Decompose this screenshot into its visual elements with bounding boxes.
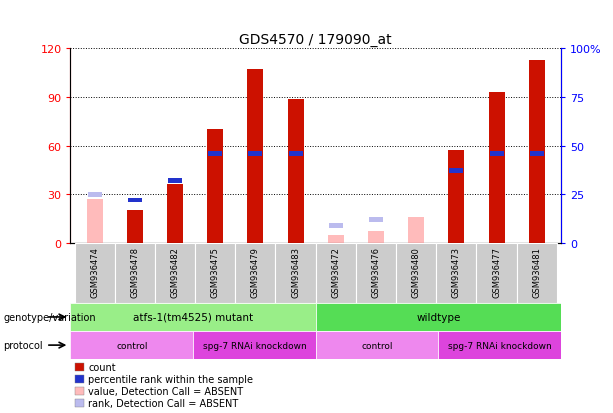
Text: GSM936479: GSM936479: [251, 247, 260, 297]
Bar: [316, 303, 561, 331]
Text: GSM936477: GSM936477: [492, 247, 501, 297]
Text: GSM936483: GSM936483: [291, 247, 300, 297]
Bar: [449, 169, 463, 174]
Bar: [155, 243, 195, 303]
Bar: [208, 152, 223, 157]
Bar: [368, 232, 384, 243]
Bar: [490, 152, 504, 157]
Bar: [328, 235, 344, 243]
Bar: [275, 243, 316, 303]
Bar: [248, 70, 264, 243]
Bar: [70, 303, 316, 331]
Bar: [356, 243, 396, 303]
Bar: [167, 185, 183, 243]
Text: value, Detection Call = ABSENT: value, Detection Call = ABSENT: [88, 386, 243, 396]
Bar: [75, 243, 115, 303]
Text: genotype/variation: genotype/variation: [3, 312, 96, 322]
Bar: [448, 151, 465, 243]
Bar: [287, 99, 303, 243]
Bar: [75, 387, 84, 395]
Text: rank, Detection Call = ABSENT: rank, Detection Call = ABSENT: [88, 398, 238, 408]
Bar: [316, 331, 438, 359]
Text: atfs-1(tm4525) mutant: atfs-1(tm4525) mutant: [133, 312, 253, 322]
Text: control: control: [361, 341, 393, 350]
Bar: [193, 331, 316, 359]
Bar: [86, 199, 102, 243]
Bar: [289, 152, 303, 157]
Text: spg-7 RNAi knockdown: spg-7 RNAi knockdown: [447, 341, 552, 350]
Bar: [127, 211, 143, 243]
Title: GDS4570 / 179090_at: GDS4570 / 179090_at: [240, 33, 392, 47]
Bar: [75, 363, 84, 372]
Bar: [329, 223, 343, 228]
Text: GSM936474: GSM936474: [90, 247, 99, 297]
Text: percentile rank within the sample: percentile rank within the sample: [88, 374, 253, 384]
Bar: [248, 152, 262, 157]
Text: GSM936480: GSM936480: [412, 247, 421, 297]
Bar: [70, 331, 193, 359]
Bar: [530, 152, 544, 157]
Bar: [489, 93, 504, 243]
Bar: [75, 375, 84, 383]
Bar: [128, 198, 142, 203]
Bar: [88, 192, 102, 197]
Bar: [436, 243, 476, 303]
Bar: [476, 243, 517, 303]
Bar: [115, 243, 155, 303]
Text: spg-7 RNAi knockdown: spg-7 RNAi knockdown: [202, 341, 306, 350]
Bar: [235, 243, 275, 303]
Text: GSM936475: GSM936475: [211, 247, 219, 297]
Bar: [529, 60, 545, 243]
Bar: [408, 217, 424, 243]
Text: wildtype: wildtype: [416, 312, 460, 322]
Bar: [438, 331, 561, 359]
Bar: [168, 179, 182, 183]
Text: GSM936473: GSM936473: [452, 247, 461, 297]
Bar: [207, 130, 223, 243]
Text: control: control: [116, 341, 148, 350]
Text: GSM936478: GSM936478: [131, 247, 139, 297]
Bar: [195, 243, 235, 303]
Text: GSM936472: GSM936472: [331, 247, 340, 297]
Text: GSM936481: GSM936481: [532, 247, 541, 297]
Text: GSM936482: GSM936482: [170, 247, 180, 297]
Bar: [396, 243, 436, 303]
Text: protocol: protocol: [3, 340, 43, 350]
Bar: [369, 218, 383, 222]
Text: GSM936476: GSM936476: [371, 247, 381, 297]
Bar: [316, 243, 356, 303]
Bar: [75, 399, 84, 407]
Bar: [517, 243, 557, 303]
Text: count: count: [88, 362, 116, 372]
